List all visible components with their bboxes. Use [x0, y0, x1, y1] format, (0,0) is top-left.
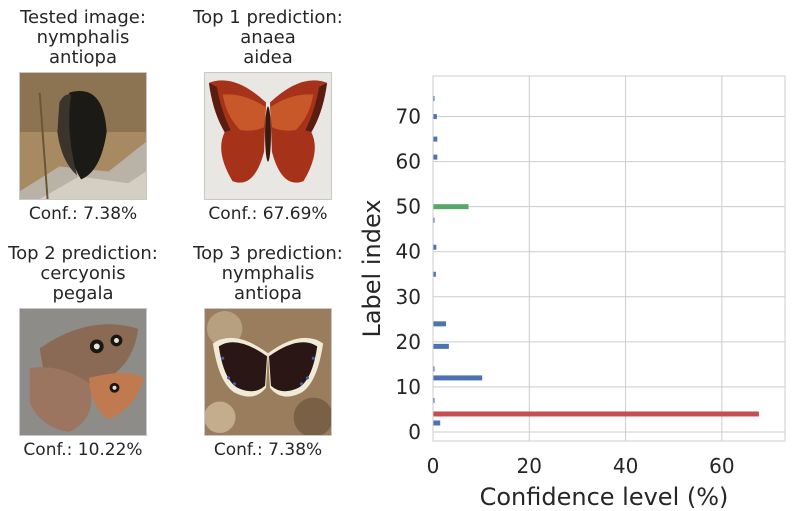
- top2-prediction-panel: Top 2 prediction: cercyonis pegala Conf.…: [0, 244, 168, 461]
- title-line: nymphalis: [36, 27, 130, 48]
- confidence-bar-chart: 0 20 40 60 0 10 20 30 40 50 60 70 Confidence level …: [358, 75, 786, 510]
- y-tick-label: 70: [396, 105, 421, 129]
- title-line: pegala: [52, 283, 114, 304]
- bar: [433, 244, 437, 250]
- y-tick-label: 10: [396, 375, 421, 399]
- confidence-label: Conf.: 7.38%: [28, 204, 138, 224]
- panel-title: Tested image: nymphalis antiopa: [0, 8, 168, 68]
- top2-image-thumbnail: [19, 308, 147, 436]
- title-line: anaea: [240, 27, 296, 48]
- x-tick-label: 40: [613, 454, 638, 478]
- bar: [433, 114, 437, 120]
- title-line: Top 3 prediction:: [193, 243, 343, 264]
- grid: [432, 76, 785, 441]
- brown-eyespot-butterfly-image: [20, 309, 146, 435]
- bar: [433, 154, 438, 160]
- mourning-cloak-butterfly-image: [205, 309, 331, 435]
- x-tick-label: 0: [427, 454, 440, 478]
- title-line: Top 2 prediction:: [8, 243, 158, 264]
- title-line: antiopa: [49, 47, 117, 68]
- panel-title: Top 2 prediction: cercyonis pegala: [0, 244, 168, 304]
- top3-image-thumbnail: [204, 308, 332, 436]
- y-tick-label: 60: [396, 150, 421, 174]
- bar: [433, 96, 435, 102]
- bar: [433, 366, 435, 372]
- y-tick-label: 0: [408, 420, 421, 444]
- top1-image-thumbnail: [204, 72, 332, 200]
- top3-prediction-panel: Top 3 prediction: nymphalis antiopa Conf…: [183, 244, 353, 461]
- y-tick-label: 50: [396, 195, 421, 219]
- bar: [433, 217, 435, 223]
- bar: [433, 411, 759, 417]
- orange-butterfly-image: [205, 73, 331, 199]
- y-tick-label: 20: [396, 330, 421, 354]
- bar: [433, 271, 436, 277]
- tick-labels: 0 20 40 60 0 10 20 30 40 50 60 70: [396, 105, 735, 478]
- top1-prediction-panel: Top 1 prediction: anaea aidea Conf.: 67.…: [183, 8, 353, 225]
- bar: [433, 136, 438, 142]
- bars: [433, 96, 759, 426]
- x-tick-label: 20: [517, 454, 542, 478]
- bar: [433, 204, 469, 210]
- y-tick-label: 30: [396, 285, 421, 309]
- title-line: antiopa: [234, 283, 302, 304]
- title-line: Top 1 prediction:: [193, 7, 343, 28]
- tested-image-panel: Tested image: nymphalis antiopa Conf.: 7…: [0, 8, 168, 224]
- y-axis-label: Label index: [358, 199, 386, 337]
- title-line: aidea: [243, 47, 293, 68]
- title-line: Tested image:: [20, 7, 146, 28]
- bar: [433, 343, 449, 349]
- confidence-label: Conf.: 10.22%: [23, 440, 143, 460]
- x-axis-label: Confidence level (%): [480, 483, 729, 510]
- bar: [433, 420, 441, 426]
- panel-title: Top 3 prediction: nymphalis antiopa: [183, 244, 353, 304]
- confidence-label: Conf.: 7.38%: [213, 440, 323, 460]
- bar: [433, 397, 435, 403]
- title-line: cercyonis: [40, 263, 126, 284]
- x-tick-label: 60: [709, 454, 734, 478]
- title-line: nymphalis: [221, 263, 315, 284]
- panel-title: Top 1 prediction: anaea aidea: [183, 8, 353, 68]
- dark-butterfly-image: [20, 73, 146, 199]
- y-tick-label: 40: [396, 240, 421, 264]
- plot-frame: [432, 75, 786, 442]
- bar: [433, 375, 483, 381]
- tested-image-thumbnail: [19, 72, 147, 200]
- confidence-label: Conf.: 67.69%: [208, 204, 328, 224]
- bar: [433, 321, 446, 327]
